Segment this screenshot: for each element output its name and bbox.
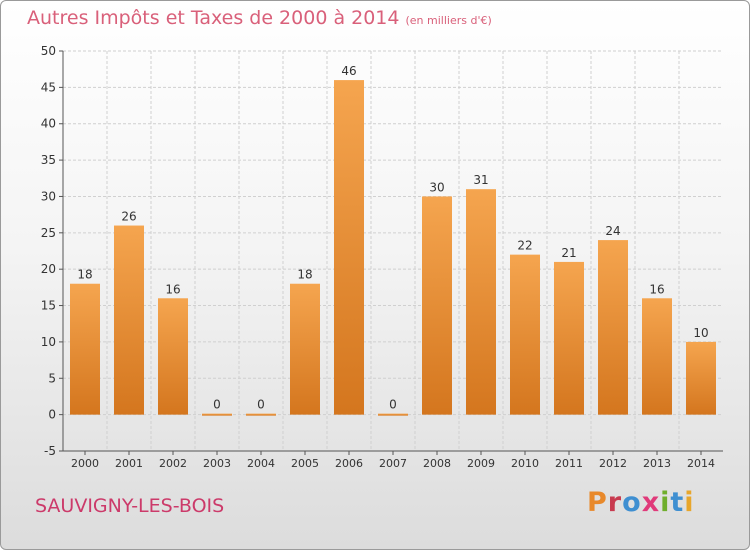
x-tick-label: 2001 xyxy=(115,457,143,470)
data-label-2005: 18 xyxy=(297,268,312,282)
y-tick-label: 20 xyxy=(41,262,56,276)
data-label-2011: 21 xyxy=(561,246,576,260)
bar-2008 xyxy=(422,196,452,415)
x-tick-label: 2004 xyxy=(247,457,275,470)
data-labels: 18 26 16 0 0 18 46 0 30 31 22 21 24 16 10 xyxy=(77,64,708,412)
x-tick-label: 2011 xyxy=(555,457,583,470)
x-tick-label: 2014 xyxy=(687,457,715,470)
chart-subtitle: (en milliers d'€) xyxy=(405,14,492,27)
proxiti-logo: Proxiti xyxy=(587,487,695,518)
data-label-2002: 16 xyxy=(165,282,180,296)
logo-letter: P xyxy=(587,487,608,518)
commune-name: SAUVIGNY-LES-BOIS xyxy=(35,495,225,517)
bar-2004 xyxy=(246,413,276,416)
x-tick-label: 2009 xyxy=(467,457,495,470)
x-tick-label: 2003 xyxy=(203,457,231,470)
x-tick-label: 2012 xyxy=(599,457,627,470)
data-label-2009: 31 xyxy=(473,173,488,187)
data-label-2004: 0 xyxy=(257,398,265,412)
bar-2011 xyxy=(554,261,584,415)
bar-2014 xyxy=(686,341,716,415)
x-tick-label: 2005 xyxy=(291,457,319,470)
bar-2000 xyxy=(70,283,100,415)
logo-letter: t xyxy=(670,487,685,518)
bar-2009 xyxy=(466,189,496,415)
y-tick-label: 30 xyxy=(41,189,56,203)
data-label-2014: 10 xyxy=(693,326,708,340)
logo-letter: o xyxy=(622,487,642,518)
bar-2007 xyxy=(378,413,408,416)
logo-letter: i xyxy=(660,487,671,518)
chart-title: Autres Impôts et Taxes de 2000 à 2014 (en… xyxy=(27,7,492,29)
x-tick-label: 2002 xyxy=(159,457,187,470)
logo-letter: x xyxy=(641,487,661,518)
x-tick-label: 2010 xyxy=(511,457,539,470)
bar-2013 xyxy=(642,298,672,415)
bar-2005 xyxy=(290,283,320,415)
axes: -5 0 5 10 15 20 25 30 35 40 45 50 2000 2001 2002 2003 20… xyxy=(41,44,723,470)
data-label-2006: 46 xyxy=(341,64,356,78)
logo-letter: r xyxy=(607,487,623,518)
data-label-2001: 26 xyxy=(121,210,136,224)
data-label-2013: 16 xyxy=(649,282,664,296)
y-tick-label: -5 xyxy=(44,444,56,458)
bar-2006 xyxy=(334,80,364,415)
y-tick-label: 40 xyxy=(41,117,56,131)
data-label-2008: 30 xyxy=(429,180,444,194)
y-tick-label: 10 xyxy=(41,335,56,349)
x-tick-label: 2013 xyxy=(643,457,671,470)
data-label-2010: 22 xyxy=(517,239,532,253)
y-tick-label: 45 xyxy=(41,80,56,94)
x-tick-label: 2006 xyxy=(335,457,363,470)
data-label-2000: 18 xyxy=(77,268,92,282)
x-tick-label: 2007 xyxy=(379,457,407,470)
bars xyxy=(70,80,716,416)
y-tick-label: 25 xyxy=(41,226,56,240)
logo-letter: i xyxy=(684,487,695,518)
bar-2003 xyxy=(202,413,232,416)
y-tick-label: 0 xyxy=(48,408,56,422)
y-tick-label: 5 xyxy=(48,371,56,385)
bar-2012 xyxy=(598,240,628,415)
x-tick-label: 2000 xyxy=(71,457,99,470)
data-label-2003: 0 xyxy=(213,398,221,412)
bar-2002 xyxy=(158,298,188,415)
x-tick-label: 2008 xyxy=(423,457,451,470)
chart-title-text: Autres Impôts et Taxes de 2000 à 2014 xyxy=(27,7,400,29)
data-label-2007: 0 xyxy=(389,398,397,412)
bar-2001 xyxy=(114,225,144,415)
bar-2010 xyxy=(510,254,540,415)
y-tick-label: 15 xyxy=(41,299,56,313)
data-label-2012: 24 xyxy=(605,224,620,238)
y-tick-label: 50 xyxy=(41,44,56,58)
y-tick-label: 35 xyxy=(41,153,56,167)
